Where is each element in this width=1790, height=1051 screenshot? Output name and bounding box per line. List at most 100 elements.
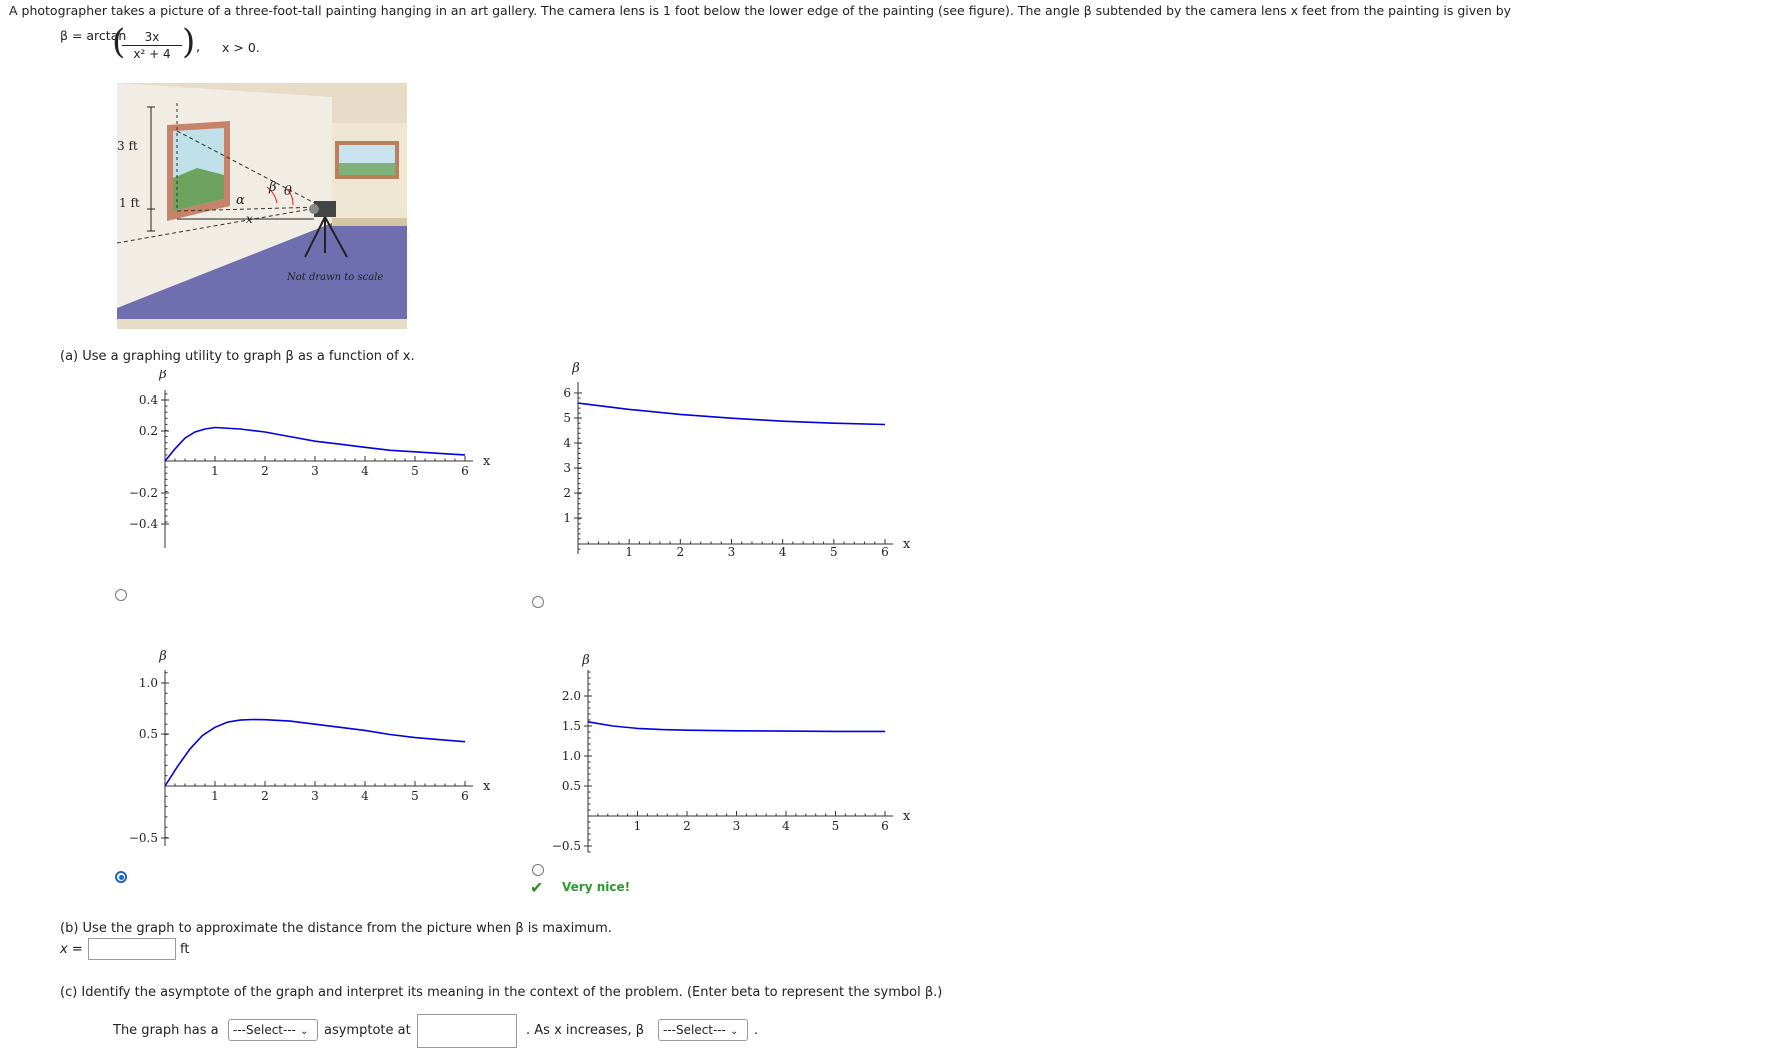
series-line	[164, 718, 466, 787]
x-axis-label: x	[483, 454, 491, 469]
y-tick-label: 0.5	[139, 727, 158, 741]
y-tick-label: −0.4	[129, 517, 159, 531]
y-tick-label: 6	[563, 386, 571, 400]
part-c-text2: asymptote at	[324, 1023, 411, 1038]
gallery-figure: 3 ft 1 ft α β θ x Not drawn to scale	[117, 83, 407, 329]
y-axis-label: β	[158, 370, 167, 382]
x-tick-label: 1	[211, 464, 219, 478]
formula-numerator: 3x	[122, 30, 182, 46]
chart-option-3: 1 2 3 4 5 6 1.0 0.5 −0.5 β x	[129, 650, 491, 846]
formula-paren-right: )	[182, 22, 196, 62]
x-tick-label: 4	[361, 464, 369, 478]
label-3ft: 3 ft	[117, 139, 138, 153]
x-tick-label: 4	[779, 545, 787, 559]
label-alpha: α	[236, 193, 245, 208]
y-tick-label: 1.0	[562, 749, 581, 763]
floor	[117, 223, 407, 329]
option-3-radio[interactable]	[115, 871, 127, 883]
x-axis-label: x	[483, 779, 491, 794]
x-tick-label: 5	[832, 819, 840, 833]
y-tick-label: 0.2	[139, 424, 158, 438]
y-tick-label: 0.4	[139, 393, 158, 407]
check-icon: ✔	[530, 878, 544, 897]
camera	[314, 201, 336, 217]
x-axis-label: x	[903, 537, 911, 552]
x-tick-label: 3	[311, 464, 319, 478]
y-tick-label: 4	[563, 436, 571, 450]
feedback-text: Very nice!	[562, 880, 631, 894]
beta-behavior-select[interactable]: ---Select--- ⌄	[658, 1019, 748, 1041]
x-tick-label: 2	[261, 789, 269, 803]
chevron-down-icon: ⌄	[730, 1026, 739, 1037]
y-tick-label: 1	[563, 511, 571, 525]
label-beta: β	[268, 180, 277, 195]
part-b-x-label: x =	[60, 942, 83, 957]
x-tick-label: 6	[881, 819, 889, 833]
option-1-radio[interactable]	[115, 589, 127, 601]
option-2-radio[interactable]	[532, 596, 544, 608]
chart-option-1: 1 2 3 4 5 6 0.4 0.2 −0.2 −0.4 β x	[129, 370, 491, 548]
part-b-question: (b) Use the graph to approximate the dis…	[60, 921, 612, 936]
x-tick-label: 5	[411, 789, 419, 803]
x-tick-label: 6	[461, 789, 469, 803]
y-tick-label: −0.5	[552, 839, 581, 853]
beta-behavior-select-value: ---Select---	[663, 1023, 726, 1037]
problem-statement: A photographer takes a picture of a thre…	[9, 3, 1512, 18]
y-axis-label: β	[571, 362, 580, 376]
formula-denominator: x² + 4	[133, 47, 171, 61]
x-tick-label: 3	[733, 819, 741, 833]
part-c-text1: The graph has a	[113, 1023, 219, 1038]
y-tick-label: 3	[563, 461, 571, 475]
asymptote-type-select[interactable]: ---Select--- ⌄	[228, 1019, 318, 1041]
chart-option-4: 1 2 3 4 5 6 2.0 1.5 1.0 0.5 −0.5 β x	[552, 653, 911, 853]
formula-condition: x > 0.	[222, 40, 260, 55]
formula-lhs: β = arctan	[60, 28, 127, 43]
formula-fraction: 3x x² + 4	[122, 30, 182, 61]
y-tick-label: 2	[563, 486, 571, 500]
asymptote-value-input[interactable]	[417, 1014, 517, 1048]
part-c-text3: . As x increases, β	[526, 1023, 645, 1038]
x-tick-label: 5	[411, 464, 419, 478]
x-tick-label: 1	[634, 819, 642, 833]
series-line	[577, 402, 886, 426]
x-tick-label: 5	[830, 545, 838, 559]
figure-caption: Not drawn to scale	[286, 272, 383, 283]
part-c-question: (c) Identify the asymptote of the graph …	[60, 985, 943, 1000]
option-4-radio[interactable]	[532, 864, 544, 876]
formula-comma: ,	[196, 40, 201, 55]
part-a-question: (a) Use a graphing utility to graph β as…	[60, 349, 415, 364]
asymptote-type-select-value: ---Select---	[233, 1023, 296, 1037]
chart-option-2: 1 2 3 4 5 6 6 5 4 3 2 1 β x	[563, 362, 911, 559]
x-tick-label: 3	[311, 789, 319, 803]
x-tick-label: 3	[728, 545, 736, 559]
chevron-down-icon: ⌄	[300, 1026, 309, 1037]
y-tick-label: 0.5	[562, 779, 581, 793]
x-tick-label: 1	[211, 789, 219, 803]
label-theta: θ	[284, 184, 292, 199]
x-tick-label: 2	[677, 545, 685, 559]
x-axis-label: x	[903, 809, 911, 824]
x-tick-label: 2	[261, 464, 269, 478]
series-line	[587, 721, 885, 733]
x-tick-label: 6	[461, 464, 469, 478]
y-axis-label: β	[581, 653, 590, 668]
y-tick-label: −0.2	[129, 486, 158, 500]
formula-paren-left: (	[112, 22, 126, 62]
y-axis-label: β	[158, 650, 167, 664]
x-tick-label: 2	[683, 819, 691, 833]
label-x: x	[246, 212, 253, 226]
x-tick-label: 4	[782, 819, 790, 833]
y-tick-label: 5	[563, 411, 571, 425]
x-tick-label: 1	[625, 545, 633, 559]
series-line	[164, 426, 466, 462]
label-1ft: 1 ft	[119, 196, 140, 210]
x-tick-label: 6	[881, 545, 889, 559]
y-tick-label: −0.5	[129, 831, 158, 845]
x-tick-label: 4	[361, 789, 369, 803]
y-tick-label: 1.0	[139, 676, 158, 690]
max-distance-input[interactable]	[88, 938, 176, 960]
y-tick-label: 1.5	[562, 719, 581, 733]
y-tick-label: 2.0	[562, 689, 581, 703]
part-b-unit: ft	[180, 942, 190, 957]
part-c-text4: .	[754, 1023, 759, 1038]
